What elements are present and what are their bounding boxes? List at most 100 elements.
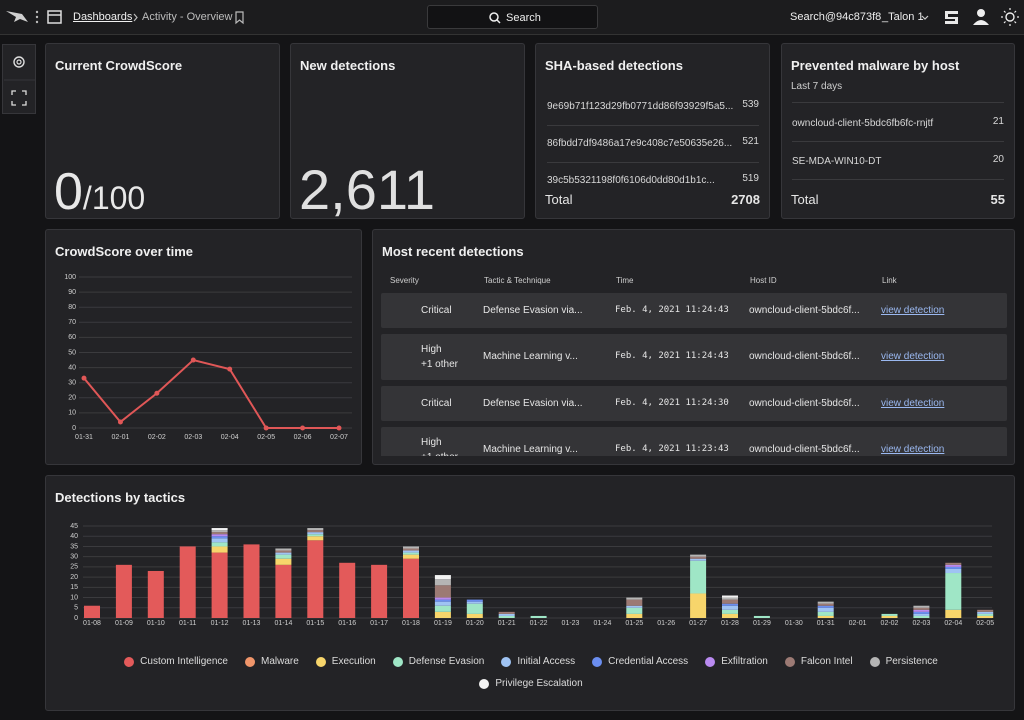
bar-segment <box>945 573 962 610</box>
legend-item[interactable]: Initial Access <box>501 656 575 667</box>
bar-segment <box>722 597 738 600</box>
legend-item[interactable]: Custom Intelligence <box>124 656 228 667</box>
legend-swatch <box>784 656 795 667</box>
legend-swatch <box>869 656 880 667</box>
bar-segment <box>881 615 898 618</box>
table-row: High +1 other Machine Learning v... Feb. 4,… <box>381 427 1007 456</box>
legend-item[interactable]: Privilege Escalation <box>479 678 583 689</box>
x-tick-label: 01-22 <box>530 620 548 627</box>
x-tick-label: 01-11 <box>179 620 196 627</box>
x-tick-label: 01-20 <box>466 620 484 627</box>
link[interactable]: view detection <box>881 397 945 409</box>
bar-segment <box>84 605 100 618</box>
legend-item[interactable]: Execution <box>315 656 376 667</box>
side-tools <box>2 44 36 114</box>
y-tick-label: 25 <box>70 564 78 571</box>
bar-segment <box>722 599 738 604</box>
tenant-label[interactable]: _Talon 1 <box>882 11 924 23</box>
bar-segment <box>977 613 994 616</box>
nav-link[interactable]: Dashboards <box>73 11 133 23</box>
link[interactable]: view detection <box>881 351 945 362</box>
theme-icon[interactable] <box>1005 12 1015 22</box>
row-name: owncloud-client-5bdc6fb6fc-rnjtf <box>792 118 934 129</box>
header-icons <box>6 10 244 25</box>
list-row: 9e69b71f123d29fb0771dd86f93929f5a5... 539 <box>547 88 759 126</box>
bar-segment <box>626 607 643 614</box>
crowdscore-value: 0/100 <box>54 162 145 218</box>
legend-item[interactable]: Persistence <box>869 656 938 667</box>
x-tick-label: 01-29 <box>753 620 771 627</box>
bar-segment <box>498 611 515 614</box>
column-header: Tactic & Technique <box>484 276 551 285</box>
settings-icon[interactable] <box>13 56 25 68</box>
host: owncloud-client-5bdc6f... <box>749 351 860 362</box>
host: owncloud-client-5bdc6f... <box>749 397 860 409</box>
column-header: Time <box>616 276 634 285</box>
legend-label: Defense Evasion <box>408 656 485 667</box>
x-tick-label: 02-03 <box>912 620 930 627</box>
card-title: SHA-based detections <box>545 58 683 73</box>
list-row: owncloud-client-5bdc6fb6fc-rnjtf 21 <box>792 103 1004 142</box>
y-tick-label: 45 <box>70 523 78 530</box>
settings-icon-inner <box>16 59 22 65</box>
link[interactable]: view detection <box>881 304 945 316</box>
bar-segment <box>275 558 292 565</box>
y-tick-label: 30 <box>70 554 78 561</box>
bar-segment <box>498 613 515 616</box>
card-title: Prevented malware by host <box>791 58 960 73</box>
row-count: 21 <box>992 116 1004 127</box>
legend-item[interactable]: Falcon Intel <box>784 656 853 667</box>
x-tick-label: 01-25 <box>625 620 643 627</box>
bar-segment <box>913 611 930 614</box>
list-row: SE-MDA-WIN10-DT 20 <box>792 141 1004 180</box>
bar-segment <box>913 613 930 616</box>
bar-segment <box>307 532 324 535</box>
severity-extra: +1 other <box>421 359 458 370</box>
user-icon-head[interactable] <box>977 9 985 17</box>
bar-segment <box>913 609 930 612</box>
user-label[interactable]: Search@94c873f8 <box>790 11 882 23</box>
point <box>263 425 269 431</box>
bar-segment <box>339 562 356 618</box>
row-name: 39c5b5321198f0f6106d0dd80d1b1c... <box>547 175 715 184</box>
y-tick-label: 90 <box>68 289 76 296</box>
bar-segment <box>945 566 962 569</box>
column-header: Host ID <box>750 276 777 285</box>
legend-item[interactable]: Exfiltration <box>705 656 768 667</box>
apps-icon[interactable] <box>945 11 958 24</box>
x-tick-label: 02-03 <box>184 434 202 441</box>
side-icons <box>4 56 36 106</box>
point <box>336 425 342 431</box>
bar-segment <box>722 595 738 598</box>
bar-segment <box>722 603 738 606</box>
bar-segment <box>275 550 292 553</box>
x-tick-label: 01-17 <box>370 620 388 627</box>
bar-segment <box>403 554 419 559</box>
host: owncloud-client-5bdc6f... <box>749 304 860 316</box>
bar-segment <box>211 552 228 618</box>
point <box>300 425 306 431</box>
bar-segment <box>211 538 228 543</box>
bar-segment <box>434 597 451 600</box>
legend-item[interactable]: Defense Evasion <box>392 656 485 667</box>
bar-segment <box>403 548 419 551</box>
user-icon-body[interactable] <box>973 20 989 25</box>
y-tick-label: 5 <box>74 605 78 612</box>
legend-item[interactable]: Malware <box>245 656 299 667</box>
search-box[interactable]: Search <box>427 5 598 29</box>
link[interactable]: view detection <box>881 444 945 455</box>
card-title: CrowdScore over time <box>55 244 193 259</box>
x-tick-label: 02-05 <box>257 434 275 441</box>
legend-item[interactable]: Credential Access <box>592 656 688 667</box>
expand-icon[interactable] <box>11 90 27 106</box>
bar-segment <box>211 528 228 531</box>
recent-detections-card: Most recent detections Critical Defense E… <box>372 229 1015 465</box>
row-count: 521 <box>742 136 759 147</box>
legend-swatch <box>245 656 255 667</box>
bar-segment <box>626 597 643 600</box>
tenant-chevron[interactable] <box>921 15 929 20</box>
x-tick-label: 01-27 <box>689 620 707 627</box>
x-tick-label: 01-26 <box>657 620 675 627</box>
bar-segment <box>466 603 483 614</box>
legend-label: Custom Intelligence <box>140 656 228 667</box>
